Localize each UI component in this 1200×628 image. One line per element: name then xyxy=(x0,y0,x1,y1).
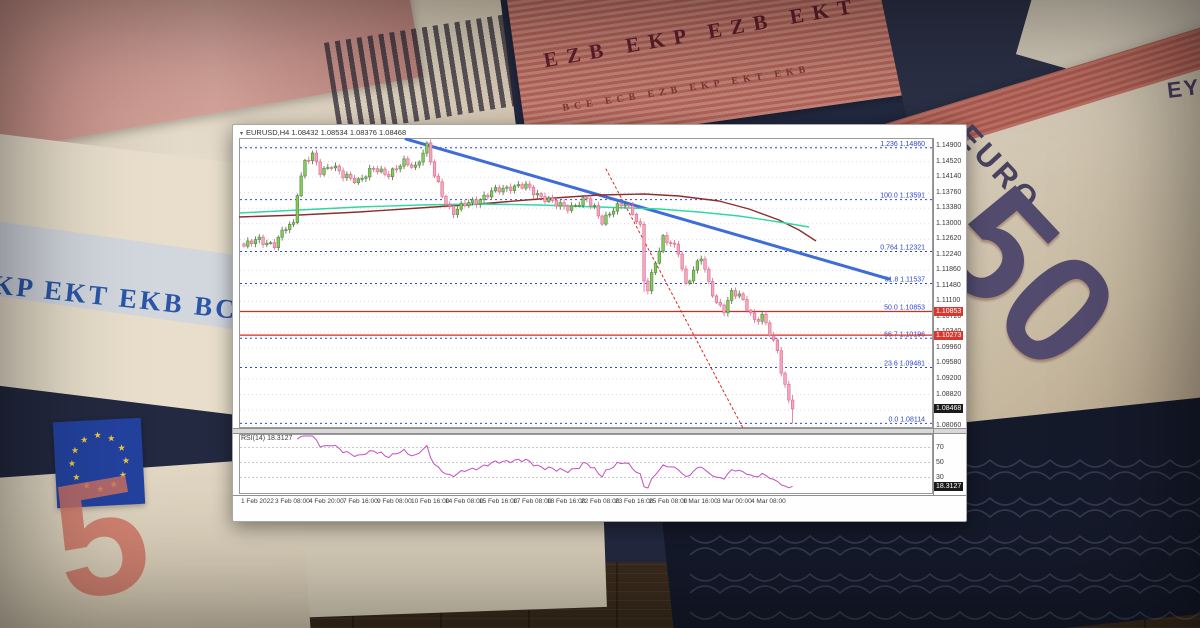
candlestick-chart: 1.236 1.14860 100.0 1.13591 0.764 1.12321 6… xyxy=(238,137,933,429)
price-axis-label: 1.13380 xyxy=(936,204,962,212)
price-axis-separator xyxy=(933,138,934,495)
fib-level-label: 1.236 1.14860 xyxy=(880,141,925,148)
rsi-value-tag: 18.3127 xyxy=(934,481,964,491)
banknote-bce-text: BCE ECB EZB EKP EKT EKB xyxy=(561,63,812,114)
time-axis-separator xyxy=(233,495,966,496)
main-price-plot[interactable]: 1.236 1.14860 100.0 1.13591 0.764 1.12321 6… xyxy=(238,137,933,429)
rsi-level-label: 30 xyxy=(936,473,944,481)
time-axis-label: 1 Feb 2022 xyxy=(241,498,274,505)
time-axis-label: 17 Feb 08:00 xyxy=(513,498,552,505)
price-axis-label: 1.11100 xyxy=(936,297,961,305)
rsi-line xyxy=(296,435,793,489)
time-axis-label: 23 Feb 16:00 xyxy=(615,498,654,505)
rsi-current-value: 18.3127 xyxy=(267,435,293,442)
price-axis-label: 1.09960 xyxy=(936,343,962,351)
price-axis-label: 1.12240 xyxy=(936,250,962,258)
rsi-level-label: 70 xyxy=(936,443,944,451)
price-axis-label: 1.08060 xyxy=(936,421,962,429)
rsi-plot[interactable] xyxy=(239,434,933,494)
downtrend-steep xyxy=(605,168,744,429)
time-axis-label: 7 Feb 16:00 xyxy=(343,498,378,505)
price-axis-label: 1.14900 xyxy=(936,142,962,150)
time-axis-label: 3 Feb 08:00 xyxy=(275,498,310,505)
banknote-ezb-text: EZB EKP EZB EKT xyxy=(541,0,863,73)
price-axis-label: 1.10720 xyxy=(936,312,962,320)
price-axis-label: 1.14520 xyxy=(936,157,962,165)
time-axis-label: 9 Feb 08:00 xyxy=(377,498,412,505)
price-tag-red: 1.10273 xyxy=(934,330,964,340)
price-axis-label: 1.14140 xyxy=(936,173,962,181)
time-axis-label: 18 Feb 16:00 xyxy=(547,498,586,505)
time-axis-label: 1 Mar 16:00 xyxy=(683,498,718,505)
banknote-ten-value: 10 xyxy=(165,0,244,8)
price-axis-label: 1.13760 xyxy=(936,188,962,196)
time-axis-label: 14 Feb 08:00 xyxy=(445,498,484,505)
time-axis-label: 22 Feb 08:00 xyxy=(581,498,620,505)
time-axis-label: 4 Mar 08:00 xyxy=(751,498,786,505)
fib-level-label: 23.6 1.09481 xyxy=(884,361,925,368)
price-axis-label: 1.09580 xyxy=(936,359,962,367)
rsi-label: RSI(14) 18.3127 xyxy=(241,435,293,442)
fib-level-label: 61.8 1.11537 xyxy=(885,277,925,284)
panel-separator[interactable] xyxy=(233,428,966,434)
price-axis-label: 1.08820 xyxy=(936,390,962,398)
symbol-ohlc-title: EURUSD,H4 1.08432 1.08534 1.08376 1.0846… xyxy=(246,128,407,137)
fib-level-label: 50.0 1.10853 xyxy=(884,304,925,311)
fib-level-label: 0.764 1.12321 xyxy=(880,245,925,252)
time-axis-label: 3 Mar 00:00 xyxy=(717,498,752,505)
price-axis-label: 1.09200 xyxy=(936,374,962,382)
time-axis-label: 25 Feb 08:00 xyxy=(649,498,688,505)
rsi-indicator-chart xyxy=(239,434,933,494)
price-axis-label: 1.11860 xyxy=(936,266,961,274)
time-axis-label: 4 Feb 20:00 xyxy=(309,498,344,505)
eu-flag-star: ★ xyxy=(79,434,89,445)
time-axis-label: 15 Feb 16:00 xyxy=(479,498,518,505)
price-axis-label: 1.11480 xyxy=(936,281,961,289)
rsi-level-label: 50 xyxy=(936,458,944,466)
price-axis-label: 1.13000 xyxy=(936,219,962,227)
fib-level-label: 0.0 1.08114 xyxy=(889,416,926,423)
fib-level-label: 100.0 1.13591 xyxy=(880,193,925,200)
price-tag-red: 1.10853 xyxy=(934,306,964,316)
mt4-chart-window: ▾ EURUSD,H4 1.08432 1.08534 1.08376 1.084… xyxy=(232,124,967,522)
current-price-tag: 1.08468 xyxy=(934,404,964,414)
eu-flag-star: ★ xyxy=(93,429,102,441)
symbol-dropdown-icon[interactable]: ▾ xyxy=(240,131,244,137)
ma-slow xyxy=(238,193,817,242)
time-axis-label: 10 Feb 16:00 xyxy=(411,498,450,505)
price-axis-label: 1.12620 xyxy=(936,235,962,243)
candles xyxy=(242,139,795,424)
chart-title: ▾ EURUSD,H4 1.08432 1.08534 1.08376 1.084… xyxy=(240,128,406,137)
